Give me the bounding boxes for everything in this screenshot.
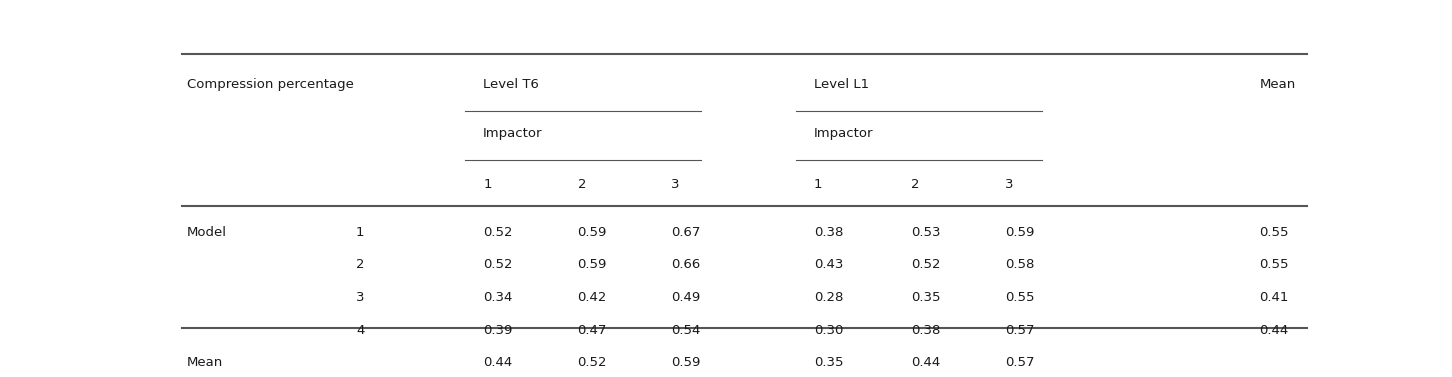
- Text: 0.35: 0.35: [815, 356, 844, 369]
- Text: 0.38: 0.38: [815, 226, 844, 239]
- Text: Mean: Mean: [187, 356, 224, 369]
- Text: 0.41: 0.41: [1259, 291, 1289, 304]
- Text: 3: 3: [671, 178, 680, 191]
- Text: 0.44: 0.44: [1259, 323, 1289, 337]
- Text: 0.55: 0.55: [1259, 259, 1289, 271]
- Text: Impactor: Impactor: [484, 127, 543, 140]
- Text: 0.43: 0.43: [815, 259, 844, 271]
- Text: 0.53: 0.53: [910, 226, 941, 239]
- Text: 1: 1: [484, 178, 492, 191]
- Text: 0.39: 0.39: [484, 323, 513, 337]
- Text: 1: 1: [356, 226, 364, 239]
- Text: 0.47: 0.47: [578, 323, 607, 337]
- Text: 0.28: 0.28: [815, 291, 844, 304]
- Text: Level T6: Level T6: [484, 78, 539, 91]
- Text: Compression percentage: Compression percentage: [187, 78, 354, 91]
- Text: 0.49: 0.49: [671, 291, 700, 304]
- Text: 0.59: 0.59: [671, 356, 700, 369]
- Text: 0.52: 0.52: [484, 226, 513, 239]
- Text: 1: 1: [815, 178, 822, 191]
- Text: 0.42: 0.42: [578, 291, 607, 304]
- Text: 3: 3: [356, 291, 364, 304]
- Text: 0.67: 0.67: [671, 226, 700, 239]
- Text: 0.52: 0.52: [484, 259, 513, 271]
- Text: 0.52: 0.52: [578, 356, 607, 369]
- Text: 4: 4: [356, 323, 364, 337]
- Text: 0.59: 0.59: [578, 259, 607, 271]
- Text: 2: 2: [356, 259, 364, 271]
- Text: 0.55: 0.55: [1259, 226, 1289, 239]
- Text: 2: 2: [910, 178, 919, 191]
- Text: 0.57: 0.57: [1005, 323, 1035, 337]
- Text: 0.59: 0.59: [578, 226, 607, 239]
- Text: 0.57: 0.57: [1005, 356, 1035, 369]
- Text: Impactor: Impactor: [815, 127, 874, 140]
- Text: 0.38: 0.38: [910, 323, 939, 337]
- Text: 0.52: 0.52: [910, 259, 941, 271]
- Text: 0.35: 0.35: [910, 291, 941, 304]
- Text: Mean: Mean: [1259, 78, 1295, 91]
- Text: 3: 3: [1005, 178, 1013, 191]
- Text: 2: 2: [578, 178, 587, 191]
- Text: Model: Model: [187, 226, 227, 239]
- Text: 0.44: 0.44: [910, 356, 939, 369]
- Text: 0.30: 0.30: [815, 323, 844, 337]
- Text: 0.66: 0.66: [671, 259, 700, 271]
- Text: 0.44: 0.44: [484, 356, 513, 369]
- Text: 0.59: 0.59: [1005, 226, 1035, 239]
- Text: 0.55: 0.55: [1005, 291, 1035, 304]
- Text: 0.34: 0.34: [484, 291, 513, 304]
- Text: Level L1: Level L1: [815, 78, 870, 91]
- Text: 0.58: 0.58: [1005, 259, 1035, 271]
- Text: 0.54: 0.54: [671, 323, 700, 337]
